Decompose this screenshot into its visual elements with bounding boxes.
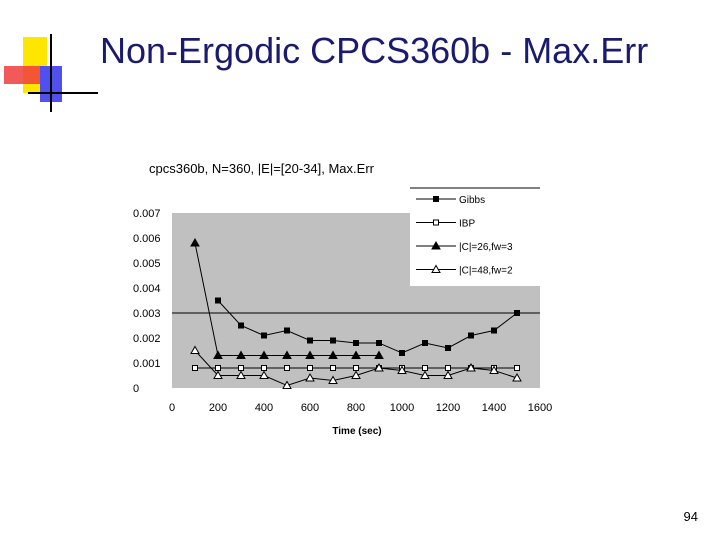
series-3: [190, 237, 384, 359]
series-1-point: [330, 337, 336, 344]
series-4-point: [236, 370, 246, 379]
series-4-point: [397, 365, 407, 374]
series-4-point: [305, 372, 315, 382]
series-1-point: [376, 340, 382, 346]
series-4-point: [190, 345, 200, 354]
series-3-point: [282, 350, 292, 359]
deco-line-vertical: [50, 34, 52, 112]
y-tick-label: 0.002: [133, 333, 161, 345]
series-4-point: [351, 370, 361, 379]
series-1-point: [445, 345, 451, 351]
series-1: [215, 297, 520, 356]
series-4-point: [374, 362, 384, 372]
series-2-point: [238, 365, 244, 371]
legend-marker: [433, 196, 439, 202]
y-tick-label: 0.001: [133, 358, 161, 370]
slide-title: Non-Ergodic CPCS360b - Max.Err: [100, 30, 649, 71]
x-tick-label: 400: [255, 402, 273, 414]
series-3-point: [190, 237, 200, 247]
series-2-point: [514, 365, 520, 371]
series-4-point: [259, 370, 269, 379]
x-tick-label: 1000: [390, 402, 414, 414]
deco-square-red: [4, 66, 44, 84]
series-2-point: [422, 365, 428, 371]
legend-marker: [431, 264, 441, 273]
y-tick-label: 0: [133, 383, 139, 395]
y-tick-label: 0.004: [133, 283, 161, 295]
series-1-point: [468, 332, 474, 339]
series-4-point: [466, 362, 476, 372]
series-3-point: [328, 350, 338, 359]
series-2-point: [445, 365, 451, 371]
series-1-point: [353, 340, 359, 346]
series-4-point: [213, 370, 223, 379]
series-1-point: [422, 340, 428, 346]
page-number: 94: [683, 509, 698, 524]
series-1-point: [514, 310, 520, 316]
legend-label: |C|=26,fw=3: [459, 242, 513, 253]
series-1-point: [238, 322, 244, 329]
series-2-point: [307, 365, 313, 371]
x-tick-label: 600: [301, 402, 319, 414]
y-tick-label: 0.005: [133, 258, 161, 270]
series-3-point: [213, 350, 223, 359]
series-3-point: [374, 350, 384, 359]
series-1-point: [215, 297, 221, 304]
series-4-point: [443, 370, 453, 379]
y-tick-label: 0.003: [133, 308, 161, 320]
series-2-point: [353, 365, 359, 371]
series-3-point: [259, 350, 269, 359]
x-tick-label: 1600: [528, 402, 552, 414]
series-2-point: [284, 365, 290, 371]
series-4-point: [282, 380, 292, 389]
y-tick-label: 0.006: [133, 233, 161, 245]
x-tick-label: 800: [347, 402, 365, 414]
series-4-point: [420, 370, 430, 379]
legend: Gibbs IBP |C|=26,fw=3 |C|=48,fw=2: [410, 187, 540, 286]
x-tick-label: 1400: [482, 402, 506, 414]
chart-title: cpcs360b, N=360, |E|=[20-34], Max.Err: [149, 161, 375, 176]
x-tick-label: 200: [209, 402, 227, 414]
series-4-point: [512, 372, 522, 382]
legend-marker: [433, 219, 439, 226]
series-1-point: [491, 327, 497, 334]
series-2-point: [192, 365, 198, 371]
legend-marker: [431, 240, 441, 250]
series-4-point: [328, 375, 338, 384]
series-3-point: [351, 350, 361, 359]
legend-label: Gibbs: [459, 195, 485, 206]
series-2-point: [330, 365, 336, 371]
legend-label: |C|=48,fw=2: [459, 266, 513, 277]
x-tick-label: 1200: [436, 402, 460, 414]
x-axis-label: Time (sec): [332, 426, 381, 437]
y-tick-label: 0.007: [133, 208, 161, 220]
legend-label: IBP: [459, 219, 475, 230]
series-3-point: [305, 350, 315, 359]
deco-line-horizontal: [28, 92, 98, 94]
series-3-point: [236, 350, 246, 359]
series-1-point: [307, 337, 313, 344]
series-1-point: [284, 327, 290, 334]
x-tick-label: 0: [169, 402, 175, 414]
series-1-point: [399, 350, 405, 356]
series-1-line: [217, 300, 518, 354]
series-1-point: [261, 332, 267, 339]
series-2-point: [261, 365, 267, 371]
series-4-point: [489, 365, 499, 374]
series-4: [190, 345, 522, 389]
series-2-point: [215, 365, 221, 371]
